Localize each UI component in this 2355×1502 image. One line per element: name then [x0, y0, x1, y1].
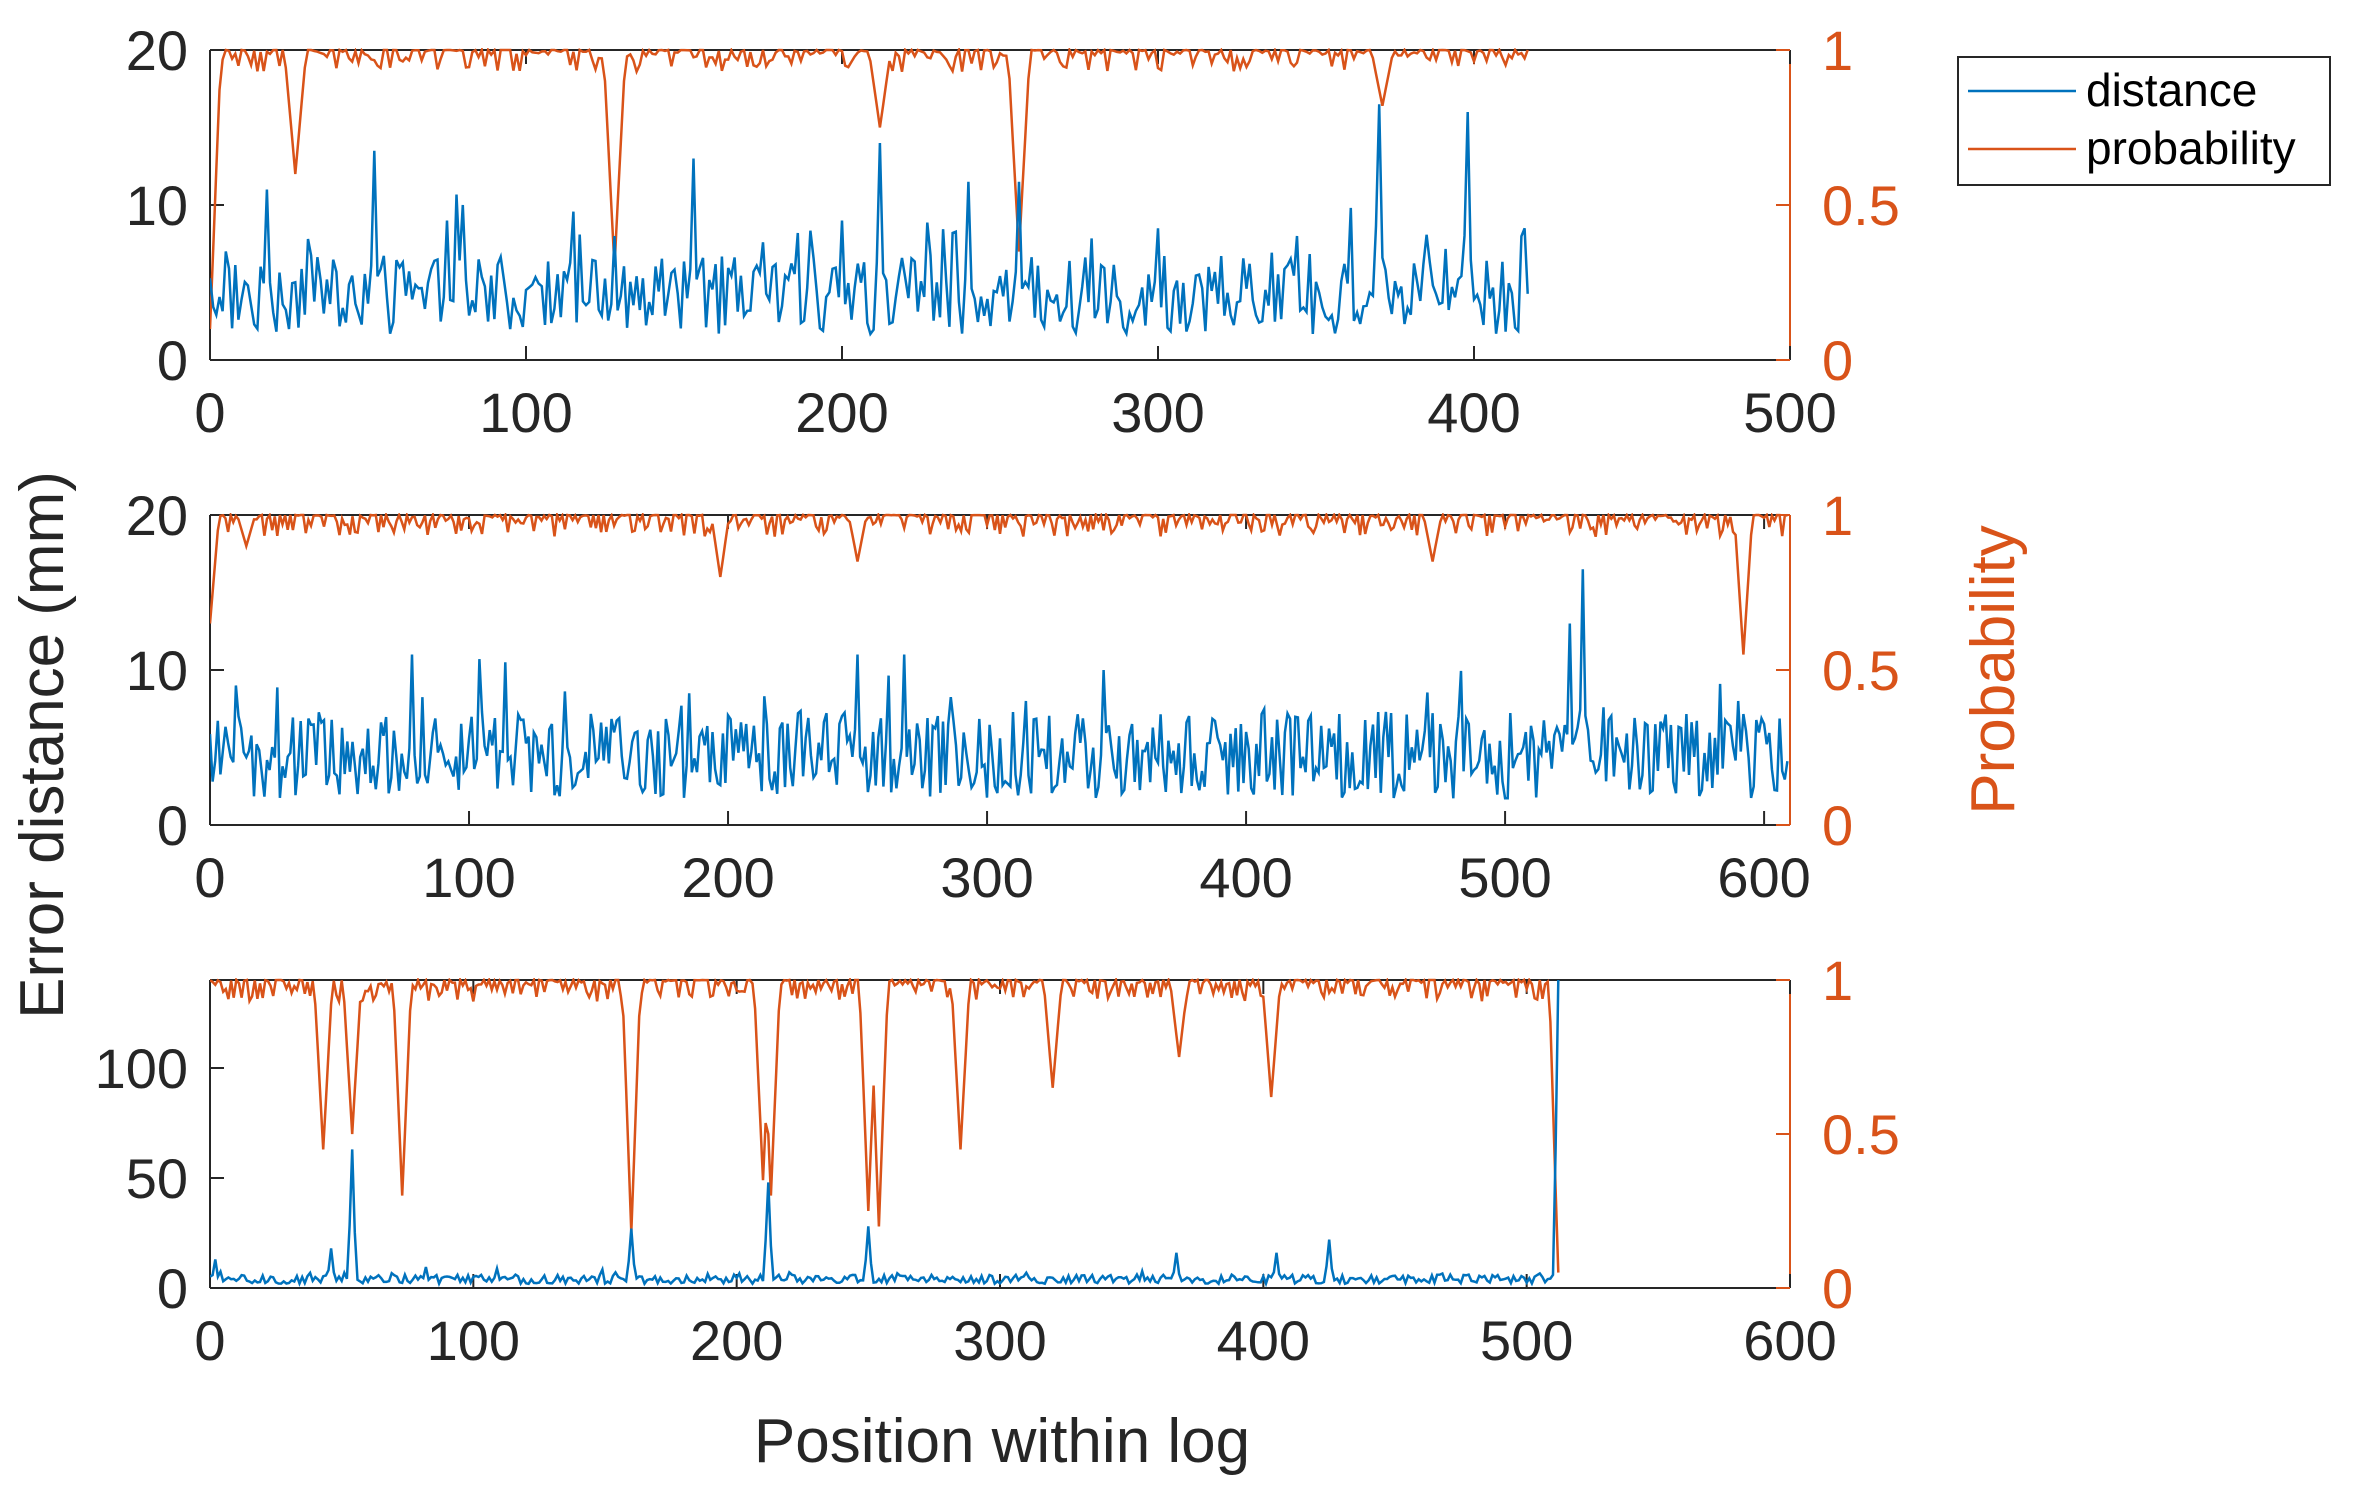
y2-tick-label: 0 [1822, 794, 1853, 857]
series-distance-line [210, 979, 1560, 1288]
legend-box [1957, 56, 2331, 186]
y2-tick-label: 0.5 [1822, 1103, 1900, 1166]
x-tick-label: 500 [1743, 381, 1836, 444]
x-tick-label: 300 [940, 846, 1033, 909]
y-tick-label: 20 [126, 19, 188, 82]
x-tick-label: 200 [795, 381, 888, 444]
y2-tick-label: 0.5 [1822, 174, 1900, 237]
x-axis-label: Position within log [754, 1407, 1250, 1476]
y-tick-label: 0 [157, 1257, 188, 1320]
legend: distance probability [1957, 56, 2331, 186]
x-tick-label: 200 [681, 846, 774, 909]
x-tick-label: 100 [427, 1309, 520, 1372]
y-tick-label: 10 [126, 174, 188, 237]
x-tick-label: 0 [194, 846, 225, 909]
y-tick-label: 0 [157, 794, 188, 857]
x-tick-label: 100 [479, 381, 572, 444]
y2-tick-label: 1 [1822, 19, 1853, 82]
y-tick-label: 0 [157, 329, 188, 392]
x-tick-label: 0 [194, 381, 225, 444]
x-tick-label: 500 [1480, 1309, 1573, 1372]
series-distance-line [210, 569, 1789, 800]
y-tick-label: 10 [126, 639, 188, 702]
y2-tick-label: 0 [1822, 1257, 1853, 1320]
y-axis-label-left: Error distance (mm) [8, 471, 77, 1019]
y-tick-label: 100 [95, 1037, 188, 1100]
series-probability-line [210, 978, 1560, 1273]
x-tick-label: 400 [1199, 846, 1292, 909]
y2-tick-label: 0.5 [1822, 639, 1900, 702]
series-probability-line [210, 48, 1529, 330]
x-tick-label: 400 [1427, 381, 1520, 444]
x-tick-label: 600 [1743, 1309, 1836, 1372]
y-axis-label-right: Probability [1959, 525, 2028, 814]
series-probability-line [210, 513, 1788, 655]
x-tick-label: 100 [422, 846, 515, 909]
y2-tick-label: 1 [1822, 949, 1853, 1012]
legend-label-distance: distance [2086, 64, 2257, 116]
x-tick-label: 0 [194, 1309, 225, 1372]
series-distance-line [210, 104, 1529, 338]
y2-tick-label: 0 [1822, 329, 1853, 392]
x-tick-label: 500 [1458, 846, 1551, 909]
x-tick-label: 300 [953, 1309, 1046, 1372]
x-tick-label: 300 [1111, 381, 1204, 444]
x-tick-label: 400 [1217, 1309, 1310, 1372]
x-tick-label: 600 [1717, 846, 1810, 909]
legend-label-probability: probability [2086, 122, 2296, 174]
y-tick-label: 20 [126, 484, 188, 547]
x-tick-label: 200 [690, 1309, 783, 1372]
y-tick-label: 50 [126, 1147, 188, 1210]
y2-tick-label: 1 [1822, 484, 1853, 547]
